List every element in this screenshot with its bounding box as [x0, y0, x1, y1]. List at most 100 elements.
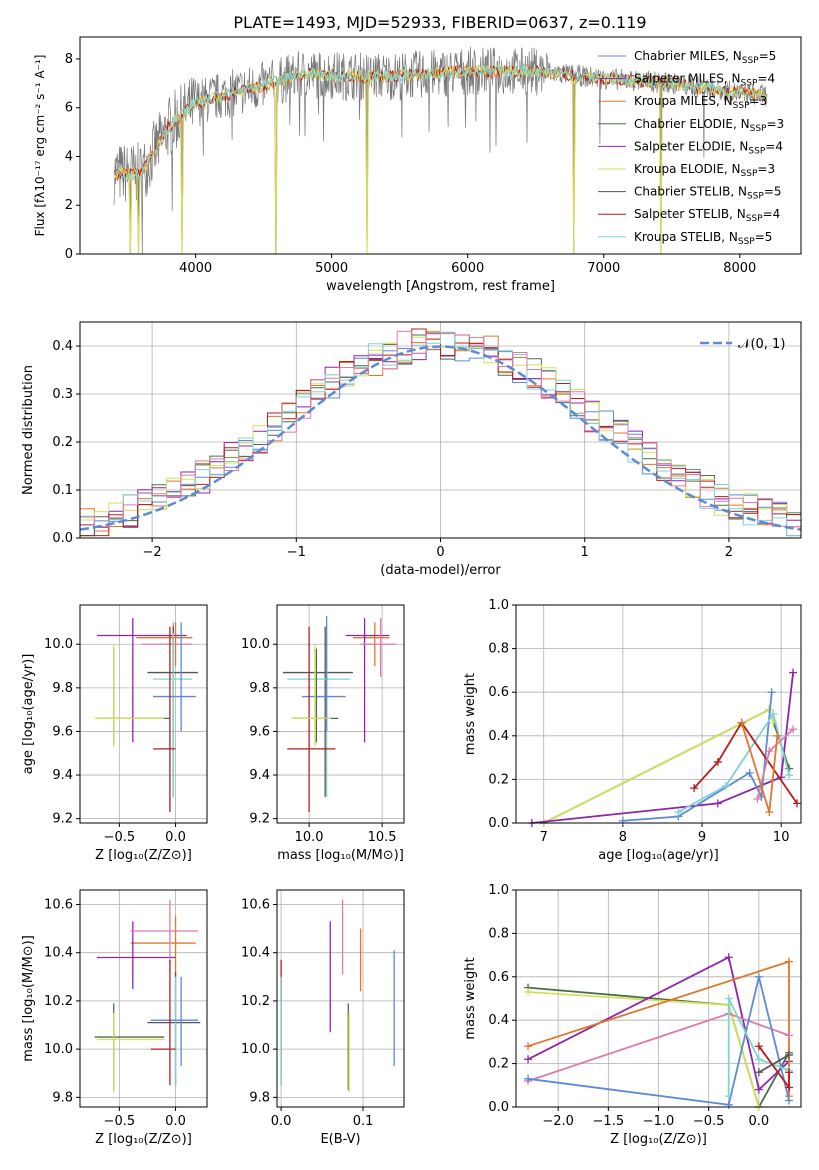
chart-spectrum: 4000 5000 6000 7000 8000 0 2 4 6 8 wavelength [Ang…	[33, 36, 802, 294]
weight-marker-chabrier_stelib	[784, 1050, 793, 1059]
tick-label-y: 0.8	[488, 926, 509, 941]
plot-area	[282, 615, 397, 813]
tick-label-x: 10.5	[368, 830, 397, 845]
spectrum-model-kroupa_elodie	[113, 63, 768, 255]
weight-marker-kroupa_stelib	[724, 1092, 733, 1101]
tick-label-y: 9.6	[249, 724, 270, 739]
tick-label-y: 0.0	[52, 531, 73, 546]
axes-frame	[79, 321, 802, 539]
weight-marker-kroupa_miles	[765, 808, 774, 817]
tick-label-y: 10.0	[44, 1042, 73, 1057]
weight-marker-kroupa_miles	[773, 731, 782, 740]
plot-area	[94, 618, 199, 813]
tick-label-y: 9.4	[52, 768, 73, 783]
weight-line-chabrier_miles	[527, 976, 790, 1106]
tick-label-x: −1	[287, 545, 306, 560]
tick-label-y: 10.6	[44, 897, 73, 912]
legend-entry: Salpeter MILES, NSSP=4	[634, 72, 775, 89]
y-axis-label: mass [log₁₀(M/M⊙)]	[21, 935, 36, 1062]
weight-line-kroupa_stelib	[727, 998, 790, 1097]
weight-marker-kroupa_miles	[524, 1042, 533, 1051]
tick-label-y: 0.4	[52, 339, 73, 354]
tick-label-y: 10.4	[241, 946, 270, 961]
chart-residuals: −2 −1 0 1 2 0.0 0.1 0.2 0.3 0.4 (data-model)/error…	[21, 321, 802, 578]
chart-age_vs_z: −0.5 0.0 9.2 9.4 9.6 9.8 10.0 Z [log₁₀(Z/Z⊙)] ag…	[21, 604, 208, 863]
tick-label-y: 0.8	[488, 642, 509, 657]
weight-marker-pink	[765, 747, 774, 756]
tick-label-x: 10.0	[295, 830, 324, 845]
weight-marker-salpeter_stelib	[713, 757, 722, 766]
tick-label-y: 9.2	[249, 812, 270, 827]
weight-marker-chabrier_miles	[724, 1100, 733, 1109]
chart-mass_vs_ebv: 0.0 0.1 9.8 10.0 10.2 10.4 10.6 E(B-V)	[241, 889, 405, 1147]
tick-label-y: 0.6	[488, 685, 509, 700]
weight-marker-salpeter_miles	[724, 953, 733, 962]
tick-label-y: 10.0	[44, 637, 73, 652]
tick-label-y: 6	[65, 101, 73, 116]
legend-entry: Kroupa ELODIE, NSSP=3	[634, 162, 775, 179]
x-axis-label: E(B-V)	[320, 1132, 360, 1147]
plot-area	[527, 668, 802, 827]
weight-marker-salpeter_miles	[754, 1085, 763, 1094]
histogram-pink	[80, 330, 801, 528]
tick-label-x: −2.0	[542, 1114, 574, 1129]
tick-label-x: 7	[540, 830, 548, 845]
x-axis-label: wavelength [Angstrom, rest frame]	[326, 279, 555, 294]
weight-marker-kroupa_stelib	[674, 808, 683, 817]
weight-marker-pink	[784, 1031, 793, 1040]
plot-area	[524, 953, 793, 1111]
gaussian-curve	[79, 345, 802, 531]
chart-age_vs_mass: 10.0 10.5 9.2 9.4 9.6 9.8 10.0 mass [log₁₀(M/M⊙…	[241, 604, 405, 863]
weight-line-chabrier_stelib	[758, 1054, 790, 1074]
tick-label-y: 9.4	[249, 768, 270, 783]
weight-marker-kroupa_stelib	[754, 1055, 763, 1064]
axes-frame	[276, 604, 405, 824]
legend-entry: Salpeter ELODIE, NSSP=4	[634, 139, 783, 156]
tick-label-x: 9	[698, 830, 706, 845]
tick-label-y: 9.2	[52, 812, 73, 827]
weight-marker-kroupa_miles	[737, 718, 746, 727]
weight-marker-kroupa_miles	[784, 957, 793, 966]
tick-label-x: 1	[581, 545, 589, 560]
y-axis-label: Flux [fλ10⁻¹⁷ erg cm⁻² s⁻¹ A⁻¹]	[33, 55, 47, 237]
plot-area	[79, 328, 802, 537]
tick-label-y: 0.2	[488, 1057, 509, 1072]
tick-label-y: 0.3	[52, 387, 73, 402]
tick-label-y: 9.8	[52, 681, 73, 696]
tick-label-y: 10.6	[241, 897, 270, 912]
weight-marker-kroupa_stelib	[724, 994, 733, 1003]
chart-weight_vs_age: 7 8 9 10 0.0 0.2 0.4 0.6 0.8 1.0 age [log₁₀(age/yr…	[463, 598, 802, 863]
tick-label-y: 1.0	[488, 883, 509, 898]
x-axis-label: Z [log₁₀(Z/Z⊙)]	[95, 848, 192, 863]
weight-marker-chabrier_stelib	[754, 1068, 763, 1077]
tick-label-y: 10.4	[44, 946, 73, 961]
weight-line-salpeter_miles	[531, 672, 794, 824]
histogram-kroupa_stelib	[80, 331, 801, 537]
weight-marker-salpeter_stelib	[754, 1042, 763, 1051]
tick-label-y: 0.4	[488, 729, 509, 744]
axes-frame	[79, 889, 208, 1108]
tick-label-y: 0.0	[488, 816, 509, 831]
tick-label-x: 2	[725, 545, 733, 560]
tick-label-x: 0.0	[165, 1114, 186, 1129]
x-axis-label: mass [log₁₀(M/M⊙)]	[277, 848, 404, 863]
histogram-salpeter_stelib	[80, 328, 801, 537]
tick-label-y: 10.2	[241, 994, 270, 1009]
spectrum-model-kroupa_stelib	[113, 64, 768, 182]
tick-label-x: −1.0	[643, 1114, 675, 1129]
tick-label-x: 0	[436, 545, 444, 560]
tick-label-y: 0.2	[488, 772, 509, 787]
tick-label-x: −0.5	[104, 1114, 136, 1129]
weight-marker-kroupa_stelib	[785, 771, 794, 780]
plot-area	[94, 899, 201, 1093]
weight-marker-salpeter_miles	[524, 1055, 533, 1064]
weight-marker-salpeter_stelib	[784, 1083, 793, 1092]
tick-label-y: 10.2	[44, 994, 73, 1009]
tick-label-x: 0.0	[165, 830, 186, 845]
tick-label-y: 10.0	[241, 1042, 270, 1057]
tick-label-x: 10	[773, 830, 790, 845]
tick-label-x: −0.5	[104, 830, 136, 845]
weight-line-salpeter_miles	[527, 955, 790, 1092]
figure-title: PLATE=1493, MJD=52933, FIBERID=0637, z=0…	[233, 13, 646, 32]
tick-label-x: −2	[143, 545, 162, 560]
